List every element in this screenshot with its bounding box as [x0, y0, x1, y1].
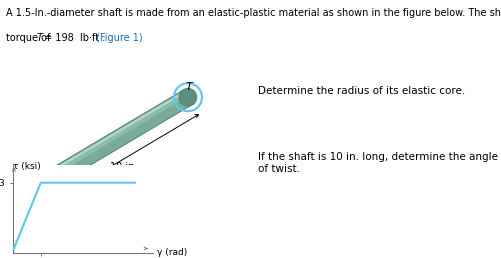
Text: γ (rad): γ (rad) [156, 248, 186, 257]
Polygon shape [26, 91, 193, 197]
Text: T: T [36, 33, 42, 43]
Text: 10 in.: 10 in. [110, 162, 137, 172]
Text: torque of: torque of [6, 33, 54, 43]
Text: (Figure 1): (Figure 1) [96, 33, 143, 43]
Text: T: T [18, 199, 24, 209]
Ellipse shape [22, 181, 40, 199]
Text: = 198  lb·ft .: = 198 lb·ft . [41, 33, 111, 43]
Text: τ (ksi): τ (ksi) [13, 162, 41, 171]
Text: A 1.5-In.-diameter shaft is made from an elastic-plastic material as shown in th: A 1.5-In.-diameter shaft is made from an… [6, 8, 501, 18]
Polygon shape [26, 92, 184, 187]
Polygon shape [29, 94, 187, 190]
Ellipse shape [178, 88, 196, 106]
Text: Determine the radius of its elastic core.: Determine the radius of its elastic core… [258, 86, 465, 96]
Text: T: T [185, 82, 192, 92]
Text: If the shaft is 10 in. long, determine the angle of twist.: If the shaft is 10 in. long, determine t… [258, 152, 497, 174]
